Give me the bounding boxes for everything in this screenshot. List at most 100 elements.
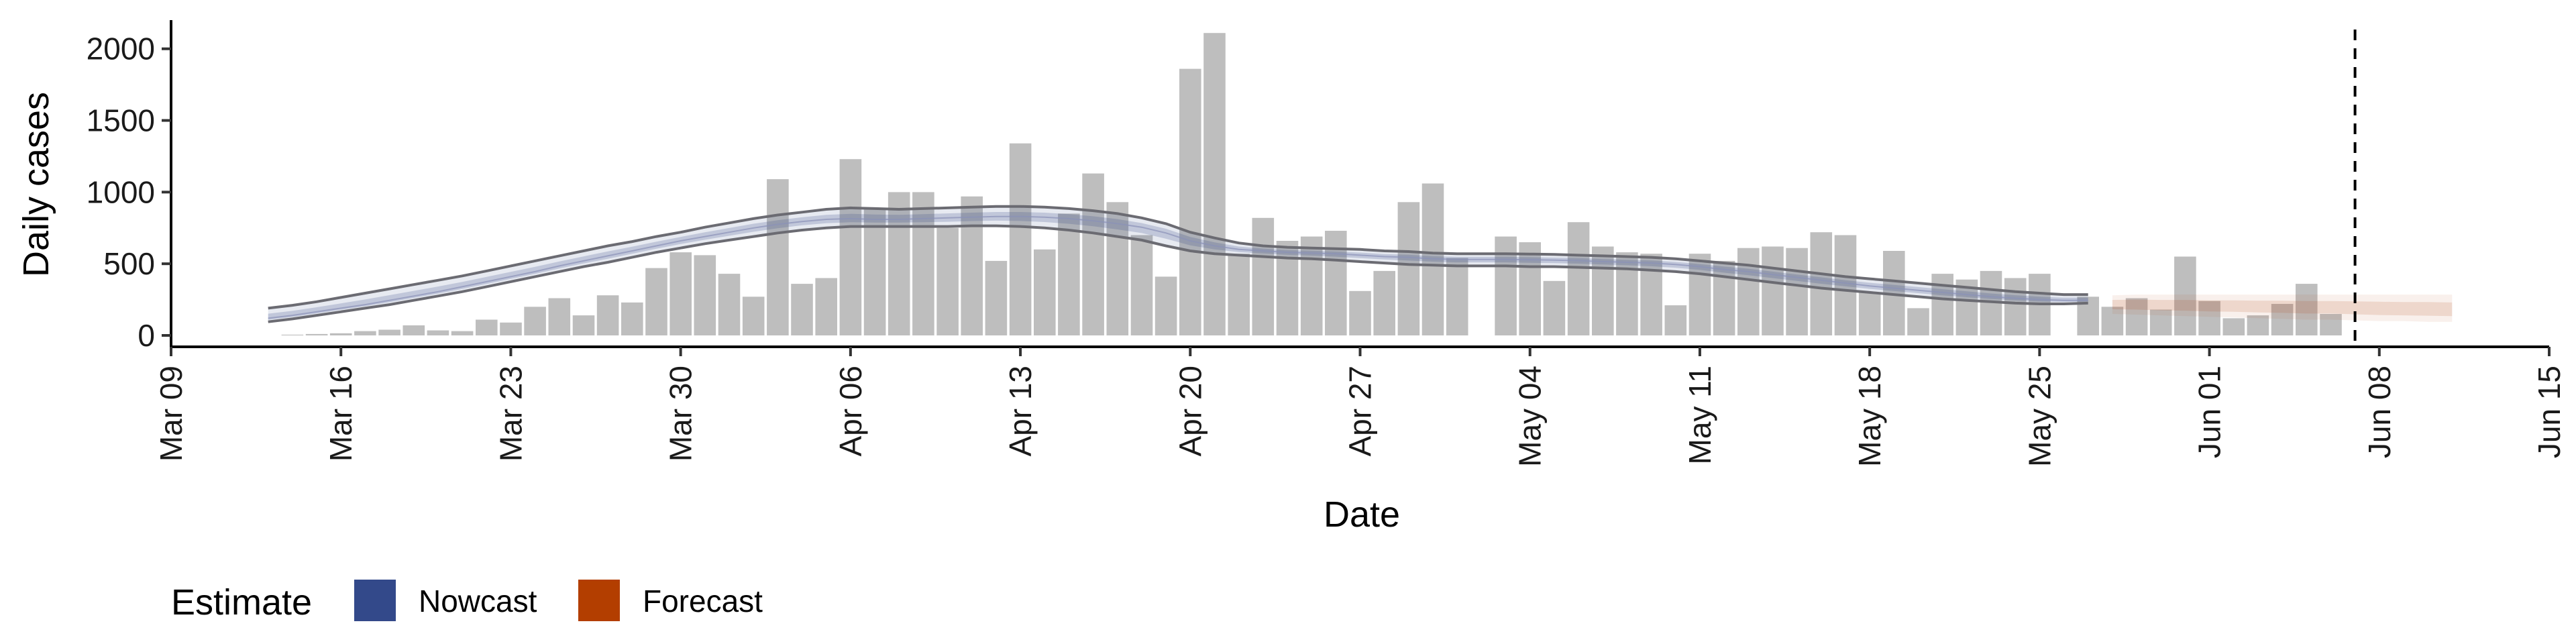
- bar: [1446, 258, 1468, 335]
- y-tick-label: 500: [103, 246, 155, 281]
- bar: [985, 260, 1008, 335]
- bar: [1155, 276, 1177, 335]
- bar: [1252, 217, 1275, 335]
- bar: [839, 159, 862, 335]
- legend: Estimate Nowcast Forecast: [171, 580, 763, 623]
- lines-layer: [268, 205, 2088, 323]
- y-tick-label: 0: [138, 318, 155, 353]
- bar: [888, 192, 910, 335]
- bar: [694, 255, 716, 335]
- bar: [2271, 304, 2294, 335]
- bar: [2125, 298, 2148, 335]
- bar: [718, 274, 741, 335]
- nowcast-lower-line: [268, 224, 2088, 323]
- x-tick-label: Apr 20: [1173, 366, 1208, 457]
- bar: [815, 278, 837, 335]
- bar: [2320, 314, 2342, 335]
- bar: [1858, 292, 1881, 335]
- forecast-inner-band: [2112, 299, 2453, 317]
- bar: [936, 227, 959, 335]
- bar: [2222, 318, 2245, 335]
- x-tick-label: May 11: [1682, 366, 1717, 464]
- bar: [645, 268, 667, 335]
- bars-layer: [281, 33, 2342, 335]
- bar: [500, 322, 522, 335]
- forecast-outer-band: [2112, 294, 2453, 322]
- bar: [451, 331, 474, 335]
- bar: [1179, 68, 1201, 335]
- bar: [378, 329, 400, 335]
- nowcast-outer-band: [268, 206, 2088, 322]
- bar: [621, 302, 643, 335]
- bar: [2198, 301, 2220, 335]
- bar: [1640, 254, 1662, 335]
- bar: [354, 331, 376, 335]
- legend-swatch-forecast: [578, 580, 620, 621]
- bar: [402, 325, 425, 335]
- bar: [1664, 305, 1687, 335]
- bar: [1834, 235, 1857, 335]
- bar: [1810, 232, 1833, 335]
- bar: [2296, 284, 2318, 335]
- bar: [1616, 252, 1638, 335]
- bar: [1567, 222, 1590, 335]
- x-tick-label: May 04: [1513, 366, 1548, 467]
- bar: [548, 298, 571, 335]
- legend-title: Estimate: [171, 582, 312, 623]
- bar: [596, 295, 619, 335]
- bar: [2101, 307, 2124, 335]
- y-axis-title: Daily cases: [16, 92, 56, 277]
- y-tick-label: 2000: [87, 32, 155, 66]
- bar: [2004, 278, 2027, 335]
- bar: [524, 307, 546, 335]
- x-tick-label: Apr 27: [1343, 366, 1378, 457]
- bar: [427, 330, 449, 335]
- x-tick-label: Jun 15: [2532, 366, 2567, 458]
- bar: [1737, 248, 1760, 335]
- x-tick-label: Apr 13: [1003, 366, 1038, 457]
- x-tick-label: Jun 01: [2192, 366, 2227, 458]
- y-tick-label: 1500: [87, 103, 155, 138]
- nowcast-inner-band: [268, 212, 2088, 320]
- bar: [1907, 308, 1929, 335]
- bar: [912, 192, 934, 335]
- bands-layer: [268, 206, 2453, 322]
- bar: [329, 333, 352, 335]
- x-tick-label: Jun 08: [2362, 366, 2397, 458]
- bar: [1762, 246, 1784, 335]
- x-tick-label: Mar 16: [323, 366, 358, 462]
- bar: [1058, 213, 1080, 335]
- bar: [1325, 231, 1347, 335]
- bar: [669, 252, 692, 335]
- y-tick-label: 1000: [87, 174, 155, 209]
- bar: [572, 315, 595, 335]
- bar: [961, 196, 983, 335]
- axes-layer: 0 500 1000 1500 2000 Mar 09 Mar 16 Mar 23 Mar 30…: [87, 20, 2567, 467]
- bar: [1228, 254, 1250, 335]
- bar: [767, 179, 789, 335]
- bar: [1543, 280, 1566, 335]
- bar: [1397, 202, 1420, 335]
- bar: [2247, 315, 2269, 335]
- bar: [1713, 260, 1735, 335]
- bar: [2149, 309, 2172, 335]
- x-axis-title: Date: [1324, 494, 1400, 535]
- bar: [476, 319, 498, 335]
- x-tick-label: Mar 30: [663, 366, 698, 462]
- bar: [1034, 249, 1056, 335]
- x-tick-label: Apr 06: [833, 366, 868, 457]
- legend-label-forecast: Forecast: [643, 584, 763, 619]
- bar: [2174, 256, 2196, 335]
- bar: [1519, 242, 1541, 335]
- bar: [742, 297, 765, 335]
- bar: [1786, 248, 1808, 335]
- nowcast-upper-line: [268, 205, 2088, 310]
- bar: [791, 284, 813, 335]
- x-tick-label: Mar 23: [493, 366, 528, 462]
- legend-label-nowcast: Nowcast: [419, 584, 537, 619]
- bar: [1931, 274, 1953, 335]
- x-tick-label: May 25: [2022, 366, 2057, 467]
- bar: [1349, 290, 1371, 335]
- legend-swatch-nowcast: [354, 580, 396, 621]
- bar: [1495, 236, 1517, 335]
